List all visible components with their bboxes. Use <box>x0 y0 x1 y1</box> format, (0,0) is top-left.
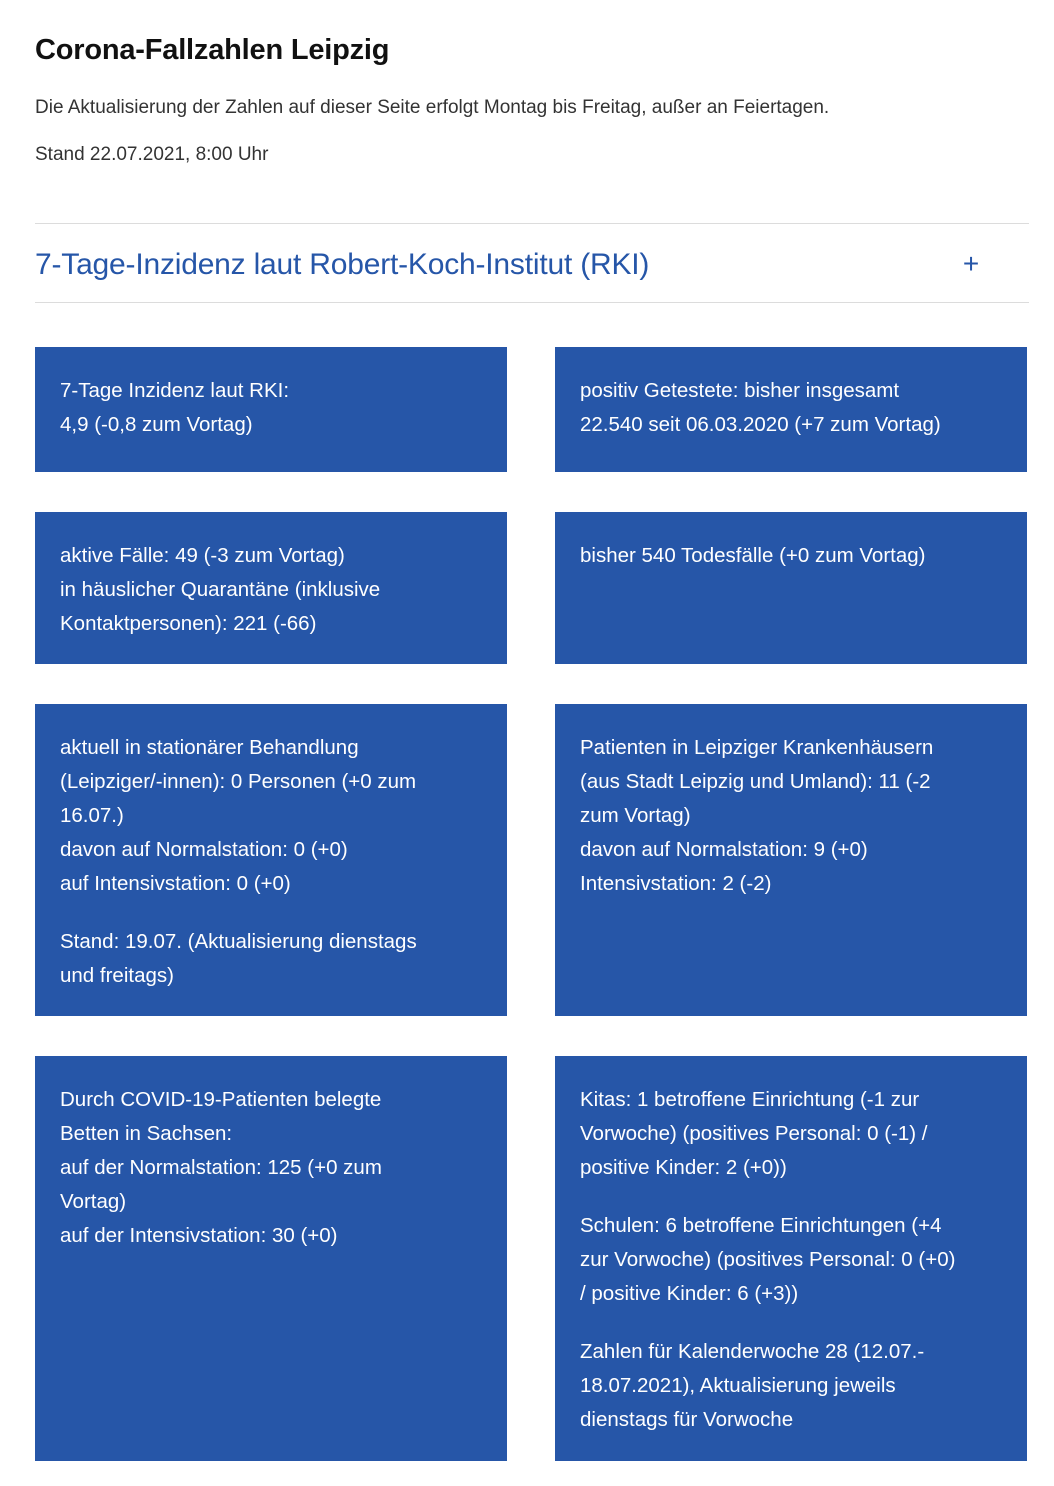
incidence-value: 4,9 (-0,8 zum Vortag) <box>60 413 253 436</box>
institutions-box: Kitas: 1 betroffene Einrichtung (-1 zur … <box>555 1056 1027 1461</box>
schools-line: zur Vorwoche) (positives Personal: 0 (+0… <box>580 1248 956 1271</box>
active-cases-box: aktive Fälle: 49 (-3 zum Vortag) in häus… <box>35 512 507 664</box>
update-info-text: Die Aktualisierung der Zahlen auf dieser… <box>35 97 830 118</box>
calendar-week-line: 18.07.2021), Aktualisierung jeweils <box>580 1374 896 1397</box>
deaths-text: bisher 540 Todesfälle (+0 zum Vortag) <box>580 539 1003 573</box>
saxony-intensive-line: auf der Intensivstation: 30 (+0) <box>60 1224 338 1247</box>
stationary-line: (Leipziger/-innen): 0 Personen (+0 zum <box>60 770 417 793</box>
positive-tested-text: positiv Getestete: bisher insgesamt 22.5… <box>580 374 1003 442</box>
stationary-note-line: und freitags) <box>60 964 174 987</box>
positive-tested-value: 22.540 seit 06.03.2020 (+7 zum Vortag) <box>580 413 941 436</box>
positive-tested-box: positiv Getestete: bisher insgesamt 22.5… <box>555 347 1027 472</box>
hospital-line: zum Vortag) <box>580 804 691 827</box>
kitas-line: positive Kinder: 2 (+0)) <box>580 1156 787 1179</box>
stationary-line: 16.07.) <box>60 804 124 827</box>
stationary-note-line: Stand: 19.07. (Aktualisierung dienstags <box>60 930 417 953</box>
hospital-normal-line: davon auf Normalstation: 9 (+0) <box>580 838 868 861</box>
schools-text: Schulen: 6 betroffene Einrichtungen (+4 … <box>580 1209 1003 1311</box>
saxony-normal-line: Vortag) <box>60 1190 127 1213</box>
deaths-box: bisher 540 Todesfälle (+0 zum Vortag) <box>555 512 1027 664</box>
saxony-beds-text: Durch COVID-19-Patienten belegte Betten … <box>60 1083 483 1253</box>
stand-timestamp: Stand 22.07.2021, 8:00 Uhr <box>35 144 269 165</box>
hospital-patients-text: Patienten in Leipziger Krankenhäusern (a… <box>580 731 1003 901</box>
saxony-normal-line: auf der Normalstation: 125 (+0 zum <box>60 1156 382 1179</box>
calendar-week-line: Zahlen für Kalenderwoche 28 (12.07.- <box>580 1340 925 1363</box>
incidence-text: 7-Tage Inzidenz laut RKI: 4,9 (-0,8 zum … <box>60 374 483 442</box>
stationary-treatment-box: aktuell in stationärer Behandlung (Leipz… <box>35 704 507 1016</box>
hospital-patients-box: Patienten in Leipziger Krankenhäusern (a… <box>555 704 1027 1016</box>
kitas-line: Kitas: 1 betroffene Einrichtung (-1 zur <box>580 1088 920 1111</box>
hospital-intensive-line: Intensivstation: 2 (-2) <box>580 872 772 895</box>
active-cases-line: aktive Fälle: 49 (-3 zum Vortag) <box>60 544 345 567</box>
plus-icon[interactable]: + <box>962 248 980 279</box>
incidence-label: 7-Tage Inzidenz laut RKI: <box>60 379 290 402</box>
deaths-line: bisher 540 Todesfälle (+0 zum Vortag) <box>580 544 926 567</box>
stationary-text: aktuell in stationärer Behandlung (Leipz… <box>60 731 483 901</box>
saxony-line: Betten in Sachsen: <box>60 1122 233 1145</box>
stationary-line: aktuell in stationärer Behandlung <box>60 736 359 759</box>
quarantine-value-line: Kontaktpersonen): 221 (-66) <box>60 612 317 635</box>
quarantine-line: in häuslicher Quarantäne (inklusive <box>60 578 381 601</box>
stationary-intensive-line: auf Intensivstation: 0 (+0) <box>60 872 291 895</box>
saxony-line: Durch COVID-19-Patienten belegte <box>60 1088 382 1111</box>
calendar-week-note: Zahlen für Kalenderwoche 28 (12.07.- 18.… <box>580 1335 1003 1437</box>
page-title: Corona-Fallzahlen Leipzig <box>35 34 390 66</box>
saxony-beds-box: Durch COVID-19-Patienten belegte Betten … <box>35 1056 507 1461</box>
incidence-box: 7-Tage Inzidenz laut RKI: 4,9 (-0,8 zum … <box>35 347 507 472</box>
hospital-line: Patienten in Leipziger Krankenhäusern <box>580 736 934 759</box>
stationary-normal-line: davon auf Normalstation: 0 (+0) <box>60 838 348 861</box>
kitas-line: Vorwoche) (positives Personal: 0 (-1) / <box>580 1122 928 1145</box>
kitas-text: Kitas: 1 betroffene Einrichtung (-1 zur … <box>580 1083 1003 1185</box>
rki-incidence-accordion[interactable]: 7-Tage-Inzidenz laut Robert-Koch-Institu… <box>35 223 1029 303</box>
hospital-line: (aus Stadt Leipzig und Umland): 11 (-2 <box>580 770 931 793</box>
positive-tested-label: positiv Getestete: bisher insgesamt <box>580 379 900 402</box>
active-cases-text: aktive Fälle: 49 (-3 zum Vortag) in häus… <box>60 539 483 641</box>
accordion-title[interactable]: 7-Tage-Inzidenz laut Robert-Koch-Institu… <box>35 248 650 281</box>
schools-line: Schulen: 6 betroffene Einrichtungen (+4 <box>580 1214 942 1237</box>
stationary-note: Stand: 19.07. (Aktualisierung dienstags … <box>60 925 483 993</box>
schools-line: / positive Kinder: 6 (+3)) <box>580 1282 799 1305</box>
calendar-week-line: dienstags für Vorwoche <box>580 1408 794 1431</box>
